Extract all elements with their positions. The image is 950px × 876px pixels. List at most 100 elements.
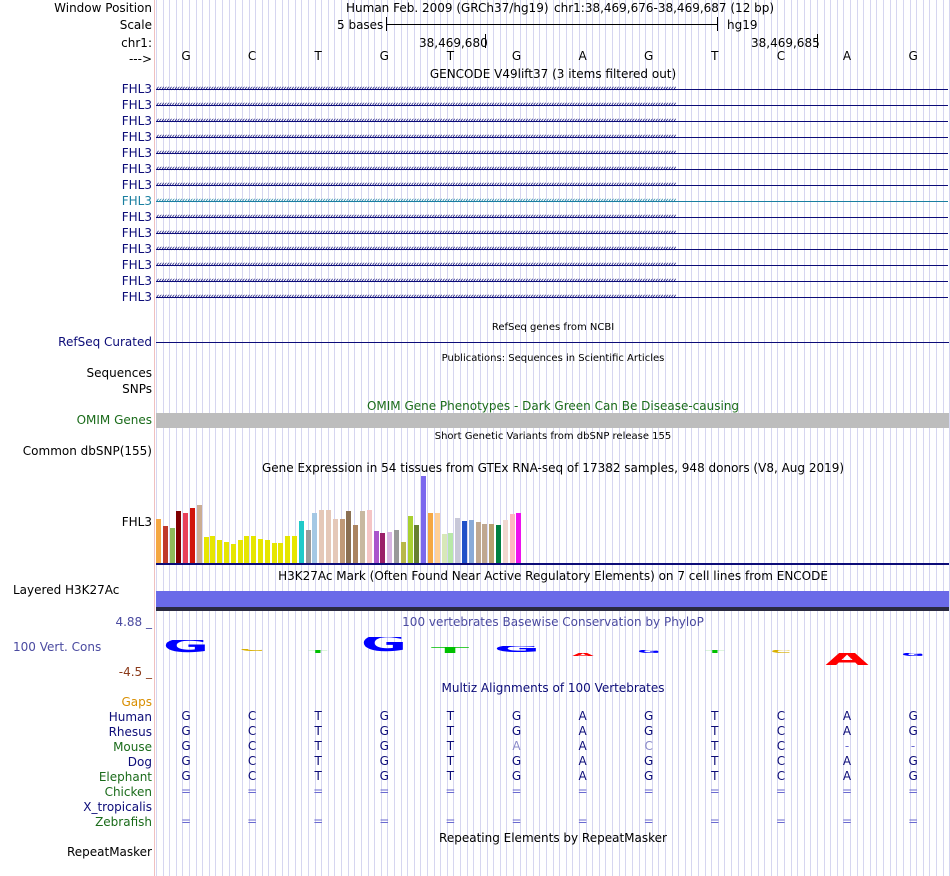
multiz-species-label[interactable]: Rhesus [108,725,152,739]
gtex-tissue-bar[interactable] [441,534,447,563]
gtex-tissue-bar[interactable] [312,513,318,563]
gtex-tissue-bar[interactable] [298,521,304,563]
gtex-tissue-bar[interactable] [516,513,522,563]
gtex-tissue-bar[interactable] [400,542,406,563]
phylop-logo-letter[interactable]: C [239,649,265,653]
gtex-tissue-bar[interactable] [156,519,161,563]
gtex-tissue-bar[interactable] [292,536,297,563]
dbsnp-label[interactable]: Common dbSNP(155) [22,444,152,458]
phylop-title[interactable]: 100 vertebrates Basewise Conservation by… [402,615,704,629]
multiz-species-label[interactable]: Mouse [113,740,152,754]
gencode-transcript[interactable]: ‹‹‹‹‹‹‹‹‹‹‹‹‹‹‹‹‹‹‹‹‹‹‹‹‹‹‹‹‹‹‹‹‹‹‹‹‹‹‹‹… [156,82,948,96]
gtex-tissue-bar[interactable] [183,513,189,563]
track-data-area[interactable] [156,0,950,876]
gencode-transcript[interactable]: ‹‹‹‹‹‹‹‹‹‹‹‹‹‹‹‹‹‹‹‹‹‹‹‹‹‹‹‹‹‹‹‹‹‹‹‹‹‹‹‹… [156,290,948,304]
multiz-species-label[interactable]: X_tropicalis [83,800,152,814]
gtex-tissue-bar[interactable] [468,520,474,563]
h3k27ac-title[interactable]: H3K27Ac Mark (Often Found Near Active Re… [278,569,828,583]
gencode-gene-label[interactable]: FHL3 [121,242,152,256]
gencode-transcript[interactable]: ‹‹‹‹‹‹‹‹‹‹‹‹‹‹‹‹‹‹‹‹‹‹‹‹‹‹‹‹‹‹‹‹‹‹‹‹‹‹‹‹… [156,162,948,176]
h3k27ac-signal[interactable] [156,591,949,607]
gtex-tissue-bar[interactable] [360,511,365,563]
gtex-bar-chart[interactable] [156,476,950,563]
refseq-title[interactable]: RefSeq genes from NCBI [491,322,615,333]
gtex-tissue-bar[interactable] [434,513,440,563]
gtex-tissue-bar[interactable] [394,530,399,563]
gtex-tissue-bar[interactable] [489,524,495,563]
gtex-tissue-bar[interactable] [502,520,508,563]
gencode-title[interactable]: GENCODE V49lift37 (3 items filtered out) [429,67,677,81]
gtex-tissue-bar[interactable] [462,521,467,563]
gtex-tissue-bar[interactable] [387,532,393,563]
gencode-gene-label[interactable]: FHL3 [121,114,152,128]
gtex-tissue-bar[interactable] [339,519,345,563]
phylop-logo-letter[interactable]: T [308,650,328,653]
gtex-tissue-bar[interactable] [332,519,338,563]
multiz-title[interactable]: Multiz Alignments of 100 Vertebrates [441,681,665,695]
gencode-gene-label[interactable]: FHL3 [121,178,152,192]
omim-bar[interactable] [156,413,949,428]
phylop-logo-letter[interactable]: A [825,653,869,667]
multiz-species-label[interactable]: Human [108,710,152,724]
gtex-tissue-bar[interactable] [258,539,263,563]
gtex-tissue-bar[interactable] [203,537,209,563]
gtex-tissue-bar[interactable] [305,530,311,563]
gtex-tissue-bar[interactable] [230,544,236,563]
gtex-tissue-bar[interactable] [169,528,175,563]
gencode-transcript[interactable]: ‹‹‹‹‹‹‹‹‹‹‹‹‹‹‹‹‹‹‹‹‹‹‹‹‹‹‹‹‹‹‹‹‹‹‹‹‹‹‹‹… [156,210,948,224]
gtex-tissue-bar[interactable] [366,510,372,563]
multiz-species-label[interactable]: Chicken [104,785,152,799]
gtex-tissue-bar[interactable] [326,510,331,563]
gtex-tissue-bar[interactable] [278,543,284,563]
gtex-tissue-bar[interactable] [271,543,277,563]
gtex-tissue-bar[interactable] [237,540,243,563]
gtex-tissue-bar[interactable] [448,533,454,563]
phylop-label[interactable]: 100 Vert. Cons [13,640,102,654]
gtex-tissue-bar[interactable] [244,536,250,563]
gencode-transcript[interactable]: ‹‹‹‹‹‹‹‹‹‹‹‹‹‹‹‹‹‹‹‹‹‹‹‹‹‹‹‹‹‹‹‹‹‹‹‹‹‹‹‹… [156,146,948,160]
gencode-gene-label[interactable]: FHL3 [121,162,152,176]
gtex-tissue-bar[interactable] [482,524,488,563]
gtex-tissue-bar[interactable] [455,518,461,563]
gtex-title[interactable]: Gene Expression in 54 tissues from GTEx … [261,461,845,475]
multiz-species-label[interactable]: Elephant [98,770,152,784]
gencode-transcript[interactable]: ‹‹‹‹‹‹‹‹‹‹‹‹‹‹‹‹‹‹‹‹‹‹‹‹‹‹‹‹‹‹‹‹‹‹‹‹‹‹‹‹… [156,226,948,240]
repeatmasker-label[interactable]: RepeatMasker [66,845,152,859]
gtex-tissue-bar[interactable] [353,525,359,563]
gtex-tissue-bar[interactable] [162,526,168,563]
gtex-tissue-bar[interactable] [509,514,515,563]
gtex-tissue-bar[interactable] [224,542,229,563]
gtex-tissue-bar[interactable] [319,510,325,563]
gtex-tissue-bar[interactable] [285,536,291,563]
gencode-gene-label[interactable]: FHL3 [121,274,152,288]
gencode-transcript[interactable]: ‹‹‹‹‹‹‹‹‹‹‹‹‹‹‹‹‹‹‹‹‹‹‹‹‹‹‹‹‹‹‹‹‹‹‹‹‹‹‹‹… [156,114,948,128]
phylop-logo-letter[interactable]: A [571,653,594,656]
phylop-logo-letter[interactable]: G [162,639,209,653]
gencode-transcript[interactable]: ‹‹‹‹‹‹‹‹‹‹‹‹‹‹‹‹‹‹‹‹‹‹‹‹‹‹‹‹‹‹‹‹‹‹‹‹‹‹‹‹… [156,194,948,208]
phylop-logo-letter[interactable]: T [431,647,470,653]
gencode-transcript[interactable]: ‹‹‹‹‹‹‹‹‹‹‹‹‹‹‹‹‹‹‹‹‹‹‹‹‹‹‹‹‹‹‹‹‹‹‹‹‹‹‹‹… [156,130,948,144]
gtex-tissue-bar[interactable] [251,536,257,563]
gtex-tissue-bar[interactable] [176,511,182,563]
phylop-logo-letter[interactable]: G [493,645,540,653]
phylop-logo-letter[interactable]: G [361,637,408,653]
gtex-tissue-bar[interactable] [190,508,195,563]
gencode-transcript[interactable]: ‹‹‹‹‹‹‹‹‹‹‹‹‹‹‹‹‹‹‹‹‹‹‹‹‹‹‹‹‹‹‹‹‹‹‹‹‹‹‹‹… [156,98,948,112]
phylop-logo-letter[interactable]: G [901,653,925,656]
gtex-tissue-bar[interactable] [496,525,501,563]
omim-title[interactable]: OMIM Gene Phenotypes - Dark Green Can Be… [366,399,740,413]
gencode-gene-label[interactable]: FHL3 [121,82,152,96]
gtex-tissue-bar[interactable] [264,540,270,563]
gtex-tissue-bar[interactable] [407,516,413,563]
repeatmasker-title[interactable]: Repeating Elements by RepeatMasker [439,831,667,845]
gtex-tissue-bar[interactable] [217,540,223,563]
gencode-gene-label[interactable]: FHL3 [121,130,152,144]
gtex-tissue-bar[interactable] [475,522,481,563]
gencode-transcript[interactable]: ‹‹‹‹‹‹‹‹‹‹‹‹‹‹‹‹‹‹‹‹‹‹‹‹‹‹‹‹‹‹‹‹‹‹‹‹‹‹‹‹… [156,178,948,192]
gencode-gene-label[interactable]: FHL3 [121,210,152,224]
gtex-tissue-bar[interactable] [421,476,427,563]
refseq-label[interactable]: RefSeq Curated [58,335,152,349]
gtex-tissue-bar[interactable] [380,533,386,563]
gencode-transcript[interactable]: ‹‹‹‹‹‹‹‹‹‹‹‹‹‹‹‹‹‹‹‹‹‹‹‹‹‹‹‹‹‹‹‹‹‹‹‹‹‹‹‹… [156,242,948,256]
